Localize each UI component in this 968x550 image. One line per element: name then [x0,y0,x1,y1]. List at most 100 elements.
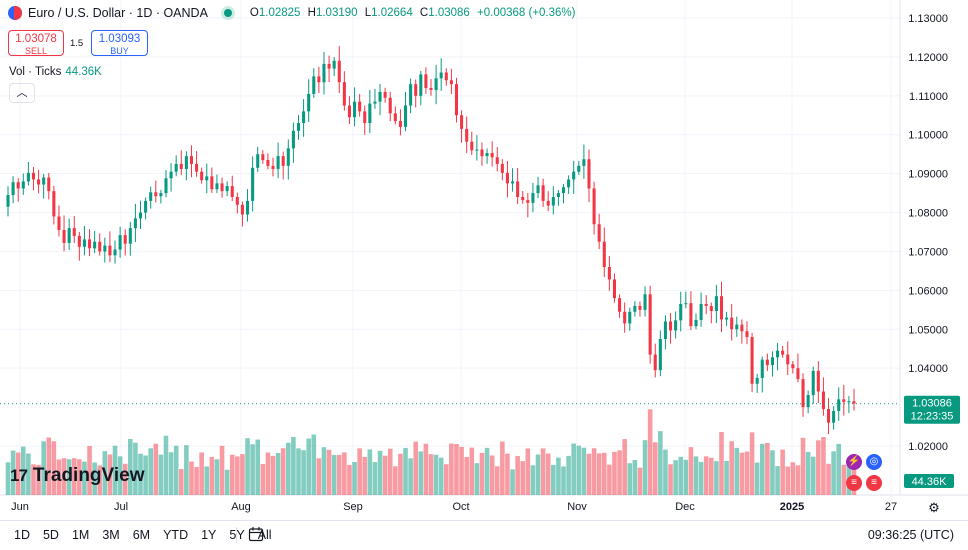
volume-bar [31,464,36,495]
candle-body [648,294,652,355]
volume-bar [265,452,271,495]
candle-body [607,267,611,280]
candle-body [414,84,418,96]
volume-bar [479,452,485,495]
symbol-title[interactable]: Euro / U.S. Dollar · 1D · OANDA [28,6,208,20]
candle-body [57,216,61,231]
volume-bar [642,440,648,495]
range-button-3m[interactable]: 3M [102,528,120,542]
range-button-1d[interactable]: 1D [14,528,30,542]
globe-event-icon[interactable]: ◎ [866,454,882,470]
us-flag-event-icon-2[interactable]: ≡ [866,475,882,491]
candle-body [669,321,673,331]
volume-bar [321,447,327,495]
candle-body [327,63,331,69]
candle-body [551,196,555,206]
volume-bar [316,458,322,495]
volume-bar [245,438,250,495]
range-button-5y[interactable]: 5Y [229,528,245,542]
volume-legend[interactable]: Vol · Ticks 44.36K [9,66,102,78]
range-button-1m[interactable]: 1M [71,528,90,542]
candle-body [429,88,433,90]
candle-body [378,91,382,102]
volume-bar [117,456,123,495]
volume-bar [551,464,556,495]
price-tick-label: 1.02000 [908,441,948,453]
utc-clock[interactable]: 09:36:25 (UTC) [867,528,954,542]
volume-bar [612,451,617,495]
candle-body [164,178,168,194]
sell-button[interactable]: 1.03078 SELL [8,30,64,56]
volume-bar [97,465,103,495]
candle-body [536,185,540,194]
lightning-event-icon[interactable]: ⚡ [846,454,862,470]
candle-body [281,156,285,166]
candle-body [11,182,15,196]
volume-bar [342,452,347,495]
candle-body [653,354,657,371]
candle-body [353,101,357,118]
candle-body [439,72,443,79]
time-tick-label: Dec [675,501,695,513]
volume-bar [46,437,52,495]
settings-gear-icon[interactable]: ⚙ [928,500,940,515]
price-tick-label: 1.06000 [908,285,948,297]
candle-body [67,228,71,243]
volume-bar [683,459,689,495]
candle-body [246,200,250,215]
candle-body [556,193,560,197]
chevron-up-icon[interactable]: ︿ [9,83,35,103]
price-chart[interactable]: 1.13000 1.12000 1.11000 1.10000 1.09000 1.080… [0,0,968,520]
candle-body [434,78,438,90]
volume-bar [459,446,464,495]
candle-body [302,111,306,124]
volume-bar [826,463,831,495]
volume-bar [500,441,505,495]
candle-body [658,339,662,371]
candle-body [296,123,301,131]
bottom-toolbar: 1D 5D 1M 3M 6M YTD 1Y 5Y All 09:36:25 (UTC) [0,520,968,550]
candle-body [200,171,204,181]
candle-body [363,111,367,124]
volume-bar [744,451,750,495]
close-label: C [419,7,429,19]
range-button-ytd[interactable]: YTD [163,528,189,542]
candle-body [623,311,627,324]
range-button-5d[interactable]: 5D [42,528,59,542]
volume-bar [423,443,429,495]
tradingview-logo[interactable]: 17 TradingView [10,465,145,487]
buy-button[interactable]: 1.03093 BUY [91,30,148,56]
volume-bar [413,441,419,495]
range-button-6m[interactable]: 6M [132,528,151,542]
candle-body [832,410,836,423]
volume-bar [805,451,811,495]
volume-bar [296,448,301,495]
volume-bar [709,457,714,495]
candle-body [847,401,851,403]
volume-bar [622,439,627,495]
candle-body [47,177,51,192]
candle-body [714,296,718,311]
range-button-1y[interactable]: 1Y [201,528,217,542]
volume-bar [591,448,597,495]
volume-bar [352,462,357,495]
volume-bar [545,453,551,495]
volume-bar [336,454,342,495]
candle-body [398,121,402,127]
candle-body [745,331,749,338]
candle-body [816,370,820,392]
candle-body [419,74,423,96]
candle-body [689,303,693,327]
calendar-icon[interactable] [248,526,264,542]
candle-body [93,241,97,249]
volume-bar [601,452,607,495]
volume-bar [260,464,266,495]
volume-bar [535,454,541,495]
candle-body [358,101,362,112]
range-button-all[interactable]: All [257,528,272,542]
time-tick-label: Sep [343,501,363,513]
us-flag-event-icon[interactable]: ≡ [846,475,862,491]
open-label: O [249,7,259,19]
volume-bar [724,460,729,495]
candle-body [383,91,387,98]
